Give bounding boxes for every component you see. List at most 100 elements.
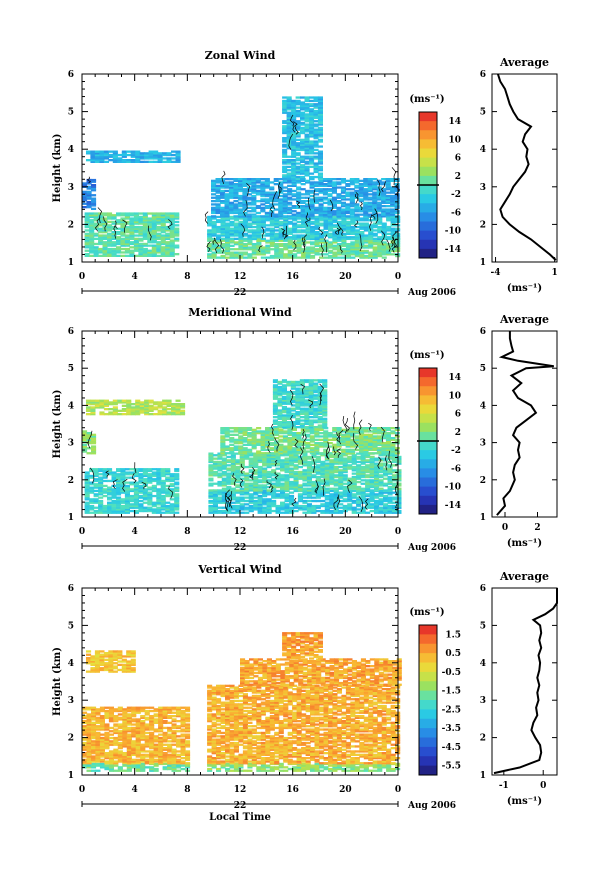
echo-cell: [86, 182, 92, 185]
echo-cell: [328, 225, 334, 229]
echo-cell: [266, 506, 272, 509]
echo-cell: [108, 155, 114, 158]
echo-cell: [98, 234, 104, 237]
echo-cell: [220, 450, 226, 453]
echo-cell: [304, 152, 310, 155]
echo-cell: [284, 511, 290, 514]
echo-cell: [139, 401, 145, 404]
echo-cell: [220, 225, 226, 229]
echo-cell: [224, 205, 230, 208]
echo-cell: [233, 448, 239, 451]
echo-cell: [356, 501, 362, 504]
echo-cell: [286, 175, 292, 179]
echo-cell: [91, 447, 97, 450]
echo-cell: [284, 484, 290, 487]
echo-cell: [242, 217, 248, 220]
echo-cell: [386, 236, 392, 239]
echo-cell: [142, 217, 148, 220]
echo-cell: [269, 443, 275, 446]
echo-cell: [208, 511, 214, 514]
echo-cell: [296, 450, 302, 453]
echo-cell: [133, 506, 139, 509]
echo-cell: [275, 455, 281, 459]
echo-cell: [151, 503, 157, 506]
echo-cell: [102, 234, 108, 237]
echo-cell: [239, 474, 245, 477]
echo-cell: [315, 470, 321, 474]
echo-cell: [211, 224, 217, 227]
echo-cell: [333, 454, 339, 457]
echo-cell: [284, 504, 290, 508]
echo-cell: [238, 237, 244, 240]
y-tick-label: 5: [68, 108, 74, 118]
echo-cell: [369, 489, 375, 492]
echo-cell: [262, 464, 268, 467]
echo-cell: [147, 468, 153, 471]
echo-cell: [169, 247, 175, 251]
echo-cell: [317, 157, 323, 160]
echo-cell: [160, 491, 166, 494]
echo-cell: [282, 106, 288, 109]
echo-cell: [86, 408, 92, 411]
echo-cell: [248, 487, 254, 490]
echo-cell: [287, 217, 293, 220]
echo-cell: [91, 435, 97, 438]
echo-cell: [328, 232, 334, 235]
echo-cell: [314, 183, 320, 186]
echo-cell: [230, 479, 236, 482]
echo-cell: [120, 484, 126, 488]
echo-cell: [242, 181, 248, 184]
echo-cell: [238, 231, 244, 234]
echo-cell: [135, 401, 141, 404]
echo-cell: [381, 210, 387, 213]
echo-cell: [229, 234, 235, 237]
echo-cell: [82, 195, 88, 199]
echo-cell: [133, 468, 139, 471]
echo-cell: [256, 452, 262, 455]
echo-cell: [356, 452, 362, 455]
echo-cell: [264, 183, 270, 186]
echo-cell: [318, 179, 324, 182]
echo-cell: [309, 201, 315, 204]
echo-cell: [82, 197, 88, 200]
echo-cell: [394, 205, 400, 208]
echo-cell: [139, 153, 145, 157]
echo-cell: [235, 470, 241, 474]
echo-cell: [271, 501, 277, 504]
echo-cell: [291, 194, 297, 198]
echo-cell: [363, 246, 369, 249]
echo-cell: [116, 509, 122, 513]
echo-cell: [84, 254, 90, 257]
echo-cell: [345, 244, 351, 247]
echo-cell: [324, 479, 330, 482]
echo-cell: [359, 217, 365, 220]
echo-cell: [381, 248, 387, 251]
echo-cell: [372, 215, 378, 218]
echo-cell: [378, 489, 384, 493]
echo-cell: [207, 249, 213, 253]
echo-cell: [248, 482, 254, 485]
echo-cell: [314, 231, 320, 234]
echo-cell: [130, 150, 136, 153]
echo-cell: [314, 181, 320, 184]
echo-cell: [390, 248, 396, 251]
echo-cell: [309, 198, 315, 201]
echo-cell: [320, 454, 326, 457]
echo-cell: [217, 491, 223, 494]
echo-cell: [260, 256, 266, 259]
echo-cell: [265, 442, 271, 445]
echo-cell: [160, 215, 166, 219]
echo-cell: [160, 237, 166, 240]
echo-cell: [212, 496, 218, 499]
echo-cell: [98, 476, 104, 479]
echo-cell: [207, 254, 213, 258]
echo-cell: [269, 430, 275, 433]
echo-cell: [315, 455, 321, 459]
echo-cell: [260, 183, 266, 186]
echo-cell: [211, 203, 217, 206]
echo-cell: [396, 459, 402, 462]
echo-cell: [296, 249, 302, 253]
echo-cell: [317, 140, 323, 143]
echo-cell: [356, 474, 362, 477]
echo-cell: [309, 160, 315, 163]
